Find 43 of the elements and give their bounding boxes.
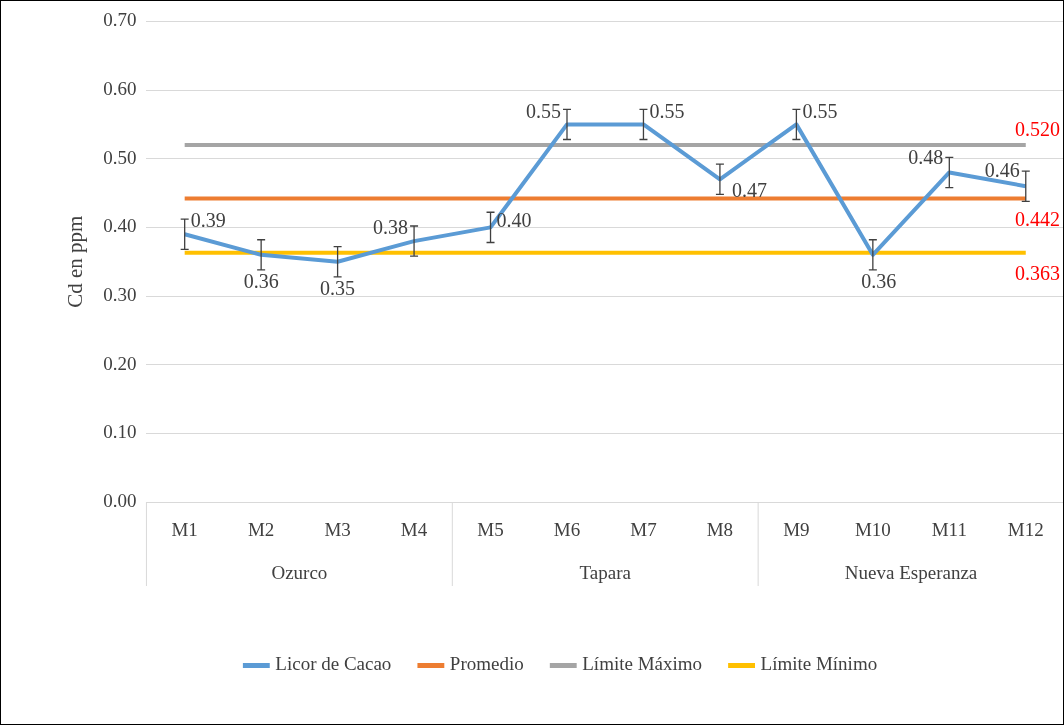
legend-label: Límite Máximo (582, 653, 703, 675)
data-label: 0.55 (802, 99, 838, 122)
data-label: 0.36 (243, 270, 279, 293)
x-tick-label: M2 (247, 519, 275, 541)
data-label: 0.36 (861, 270, 897, 293)
x-tick-label: M11 (931, 519, 967, 541)
data-label: 0.55 (525, 99, 561, 122)
x-tick-label: M1 (171, 519, 198, 541)
legend-label: Límite Mínimo (760, 653, 878, 675)
y-tick-label: 0.00 (103, 489, 137, 511)
y-tick-label: 0.10 (103, 421, 137, 443)
data-label: 0.55 (649, 99, 685, 122)
text: Ozurco (271, 561, 328, 583)
data-label: 0.48 (908, 145, 944, 168)
y-axis-title: Cd en ppm (63, 215, 88, 308)
text: Nueva Esperanza (844, 561, 978, 583)
data-label: 0.38 (373, 216, 409, 239)
x-tick-label: M10 (854, 519, 891, 541)
data-label: 0.35 (320, 276, 356, 299)
x-tick-label: M5 (477, 519, 504, 541)
data-label: 0.47 (731, 178, 767, 201)
x-tick-label: M6 (553, 519, 581, 541)
y-tick-label: 0.30 (103, 284, 137, 306)
y-tick-label: 0.60 (103, 78, 137, 100)
data-label: 0.39 (190, 209, 226, 232)
data-label: 0.40 (496, 208, 532, 231)
y-tick-label: 0.50 (103, 146, 137, 168)
data-label: 0.363 (1015, 262, 1060, 285)
text: Tapara (579, 561, 632, 583)
data-label: 0.520 (1015, 118, 1060, 141)
legend-label: Promedio (449, 653, 524, 675)
x-tick-label: M12 (1007, 519, 1044, 541)
x-tick-label: M9 (783, 519, 810, 541)
y-tick-label: 0.70 (103, 9, 137, 31)
x-tick-label: M7 (630, 519, 657, 541)
x-tick-label: M3 (324, 519, 351, 541)
y-tick-label: 0.40 (103, 215, 137, 237)
data-label: 0.46 (984, 159, 1020, 182)
legend-label: Licor de Cacao (275, 653, 392, 675)
x-tick-label: M4 (400, 519, 428, 541)
data-label: 0.442 (1015, 207, 1060, 230)
y-tick-label: 0.20 (103, 352, 137, 374)
x-tick-label: M8 (706, 519, 734, 541)
